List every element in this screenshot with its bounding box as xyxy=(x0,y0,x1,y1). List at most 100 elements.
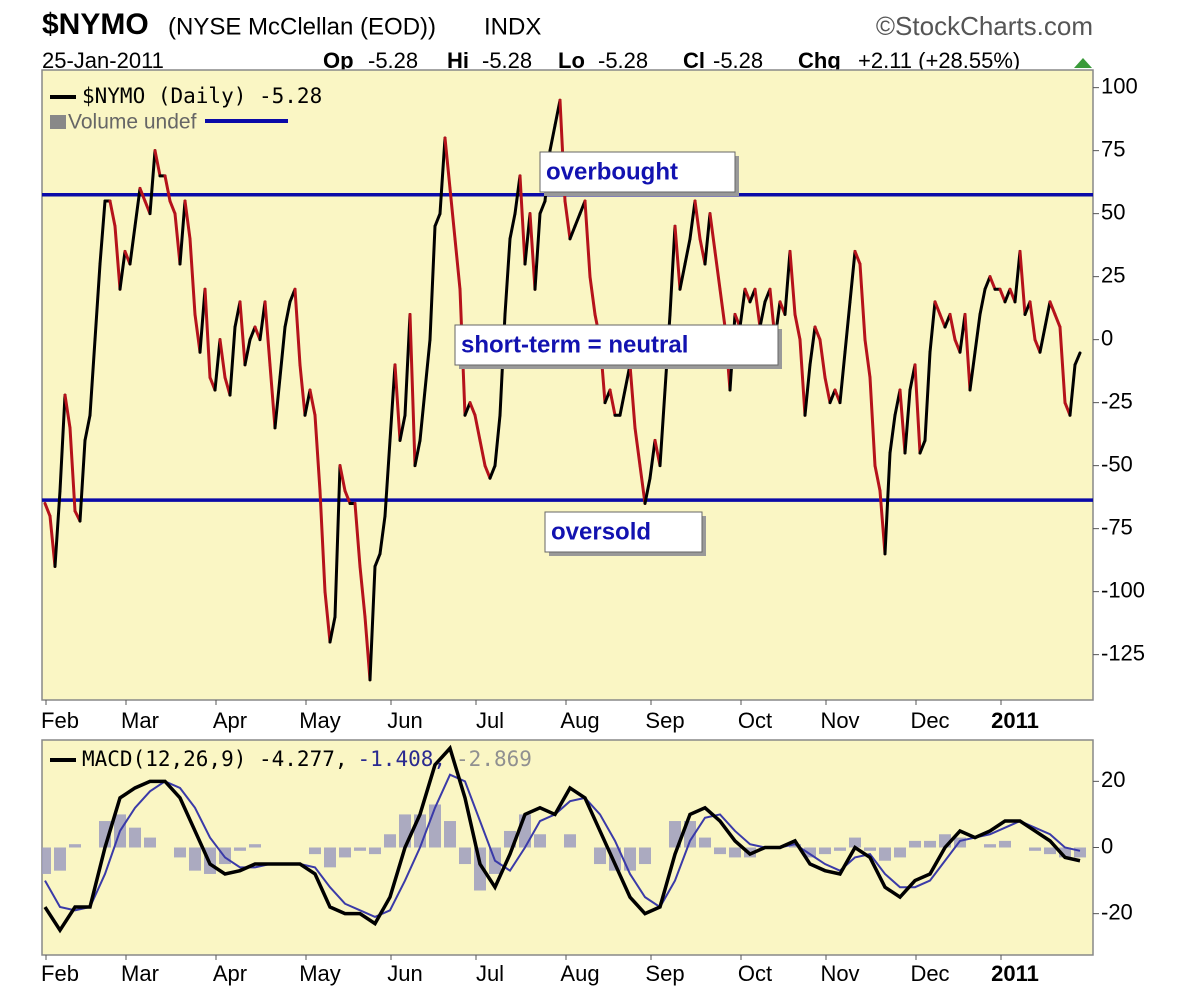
annotation: oversold xyxy=(551,518,651,545)
histogram-bar xyxy=(144,837,156,848)
line-segment xyxy=(928,300,937,354)
line-segment xyxy=(298,363,307,417)
line-segment xyxy=(968,350,977,392)
line-segment xyxy=(433,212,442,228)
line-segment xyxy=(903,388,912,455)
date: 25-Jan-2011 xyxy=(42,48,164,73)
x-tick-label: Apr xyxy=(213,708,247,733)
histogram-bar xyxy=(999,840,1011,848)
line-segment xyxy=(1018,249,1027,316)
line-segment xyxy=(758,300,767,329)
line-segment xyxy=(423,338,432,392)
histogram-bar xyxy=(834,847,846,851)
line-segment xyxy=(808,325,817,367)
histogram-bar xyxy=(234,847,246,851)
annotation-box xyxy=(544,511,703,553)
quote-label: Cl xyxy=(683,48,705,73)
index-name: (NYSE McClellan (EOD)) xyxy=(168,13,436,40)
histogram-bar xyxy=(429,804,441,848)
y-tick-label: -20 xyxy=(1101,899,1133,924)
histogram-bar xyxy=(1059,847,1071,858)
histogram-bar xyxy=(174,847,186,858)
y-tick-label: -100 xyxy=(1101,577,1145,602)
histogram-bar xyxy=(324,847,336,868)
y-tick-label: 0 xyxy=(1101,833,1113,858)
line-segment xyxy=(378,514,387,556)
line-segment xyxy=(43,501,52,518)
quote-value: -5.28 xyxy=(368,48,418,73)
line-segment xyxy=(673,224,682,291)
line-segment xyxy=(618,388,627,417)
legend-label: -1.408, xyxy=(358,747,447,771)
line-segment xyxy=(398,413,407,442)
line-segment xyxy=(1043,300,1052,329)
histogram-bar xyxy=(924,840,936,848)
y-tick-label: -125 xyxy=(1101,640,1145,665)
line-segment xyxy=(228,325,237,397)
line-segment xyxy=(918,438,927,455)
line-segment xyxy=(1028,300,1037,342)
line-segment xyxy=(83,413,92,442)
y-tick-label: 75 xyxy=(1101,136,1125,161)
histogram-bar xyxy=(639,847,651,865)
histogram-bar xyxy=(369,847,381,855)
histogram-bar xyxy=(819,847,831,855)
quote-label: Lo xyxy=(558,48,585,73)
histogram-bar xyxy=(189,847,201,871)
line-segment xyxy=(473,413,482,442)
x-tick-label: Mar xyxy=(121,961,159,986)
histogram-bar xyxy=(42,847,51,874)
line-segment xyxy=(528,212,537,291)
histogram-bar xyxy=(1029,847,1041,851)
line-segment xyxy=(248,325,257,342)
exchange: INDX xyxy=(484,13,541,40)
histogram-bar xyxy=(879,847,891,861)
line-segment xyxy=(983,275,992,291)
line-segment xyxy=(128,224,137,266)
line-segment xyxy=(1003,287,1012,304)
line-segment xyxy=(628,363,637,430)
line-segment xyxy=(53,489,62,568)
histogram-bar xyxy=(894,847,906,858)
line-segment xyxy=(383,438,392,518)
line-segment xyxy=(933,300,942,316)
histogram-bar xyxy=(1074,847,1086,858)
line-segment xyxy=(203,287,212,379)
line-segment xyxy=(373,552,382,568)
line-segment xyxy=(693,199,702,241)
line-segment xyxy=(853,249,862,266)
histogram-bar xyxy=(789,844,801,848)
line-segment xyxy=(68,426,77,513)
line-segment xyxy=(998,287,1007,304)
x-tick-label: Feb xyxy=(41,961,79,986)
line-segment xyxy=(688,199,697,241)
line-segment xyxy=(608,388,617,417)
line-segment xyxy=(338,464,347,493)
line-segment xyxy=(213,338,222,392)
annotation: overbought xyxy=(546,158,678,185)
line-segment xyxy=(358,564,367,619)
histogram-bar xyxy=(69,844,81,848)
line-segment xyxy=(813,325,822,342)
line-segment xyxy=(643,476,652,505)
line-segment xyxy=(658,388,667,468)
x-tick-label: Jul xyxy=(476,708,504,733)
line-segment xyxy=(333,464,342,619)
annotation: short-term = neutral xyxy=(461,331,688,358)
line-segment xyxy=(988,275,997,291)
histogram-bar xyxy=(909,840,921,848)
line-segment xyxy=(93,262,102,342)
histogram-bar xyxy=(564,834,576,848)
legend-label: $NYMO (Daily) -5.28 xyxy=(82,84,322,108)
line-segment xyxy=(898,388,907,455)
y-tick-label: 25 xyxy=(1101,262,1125,287)
histogram-bar xyxy=(129,827,141,848)
symbol: $NYMO xyxy=(42,8,149,41)
line-segment xyxy=(703,212,712,266)
line-segment xyxy=(963,312,972,392)
line-segment xyxy=(318,489,327,594)
line-segment xyxy=(948,312,957,342)
line-segment xyxy=(388,363,397,442)
line-segment xyxy=(1048,300,1057,316)
